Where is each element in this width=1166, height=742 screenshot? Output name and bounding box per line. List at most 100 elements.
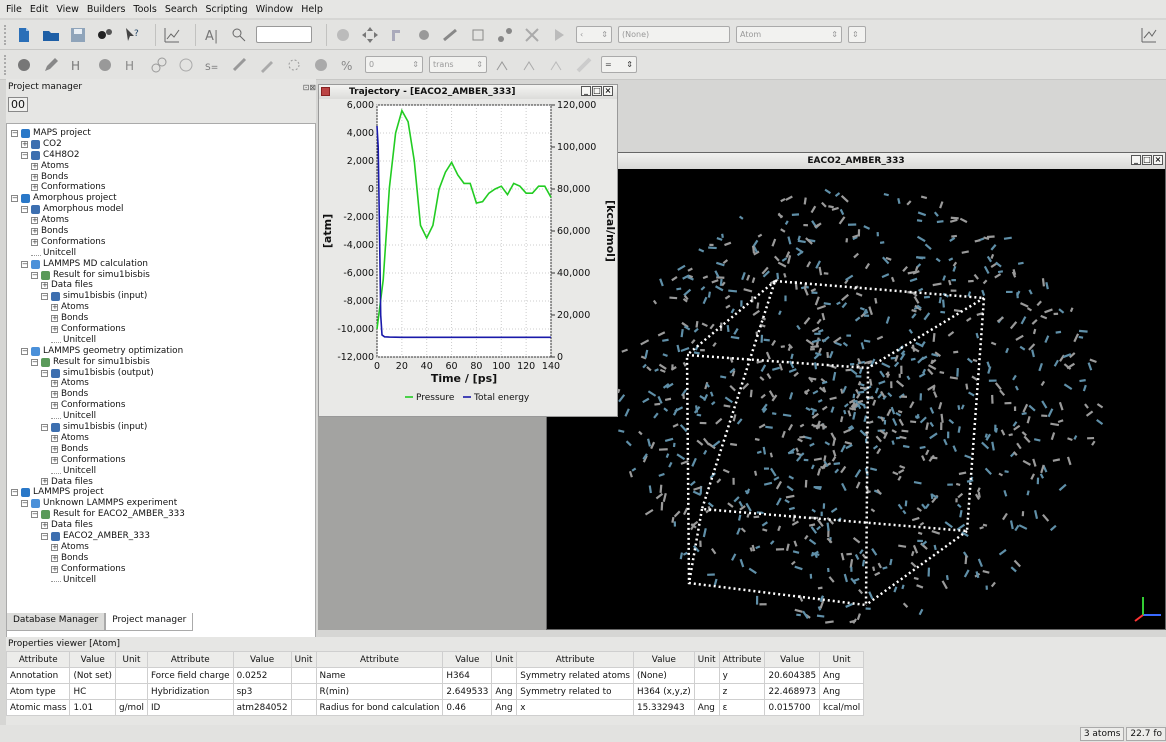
structure-dropdown[interactable]: (None) bbox=[618, 26, 730, 43]
tree-node[interactable]: + Atoms bbox=[7, 433, 315, 444]
tab-project-manager[interactable]: Project manager bbox=[105, 613, 194, 631]
expand-icon[interactable]: + bbox=[31, 172, 38, 181]
search-input[interactable] bbox=[256, 26, 312, 43]
tree-node[interactable]: + Conformations bbox=[7, 455, 315, 466]
tree-node[interactable]: + Conformations bbox=[7, 182, 315, 193]
bond-type-dropdown[interactable]: = ⇕ bbox=[601, 56, 637, 73]
table-cell[interactable]: 20.604385 bbox=[764, 667, 821, 684]
table-cell[interactable]: 1.01 bbox=[69, 699, 116, 716]
expand-icon[interactable]: + bbox=[31, 226, 38, 235]
table-cell[interactable]: H364 bbox=[442, 667, 493, 684]
tree-node[interactable]: + Atoms bbox=[7, 542, 315, 553]
collapse-icon[interactable]: − bbox=[11, 194, 18, 203]
close-icon[interactable]: × bbox=[603, 86, 613, 96]
help-cursor-icon[interactable]: ? bbox=[122, 25, 142, 45]
molecule-3d-view[interactable] bbox=[547, 169, 1165, 629]
tree-node[interactable]: + Bonds bbox=[7, 313, 315, 324]
tree-node[interactable]: − Amorphous model bbox=[7, 204, 315, 215]
expand-icon[interactable]: + bbox=[41, 477, 48, 486]
expand-icon[interactable]: + bbox=[21, 139, 28, 148]
expand-icon[interactable]: + bbox=[31, 237, 38, 246]
tree-node[interactable]: − simu1bisbis (output) bbox=[7, 368, 315, 379]
collapse-icon[interactable]: − bbox=[21, 259, 28, 268]
close-icon[interactable]: × bbox=[1153, 155, 1163, 165]
molecule-viewer-title-bar[interactable]: EACO2_AMBER_333 _ □ × bbox=[547, 153, 1165, 169]
tree-node[interactable]: − LAMMPS MD calculation bbox=[7, 259, 315, 270]
clean-icon[interactable] bbox=[230, 55, 250, 75]
table-cell[interactable]: 0.0252 bbox=[232, 667, 292, 684]
link-icon[interactable] bbox=[149, 55, 169, 75]
window-menu-icon[interactable] bbox=[321, 87, 330, 96]
collapse-icon[interactable]: − bbox=[41, 368, 48, 377]
tree-node[interactable]: − LAMMPS project bbox=[7, 487, 315, 498]
maximize-icon[interactable]: □ bbox=[592, 86, 602, 96]
collapse-icon[interactable]: − bbox=[41, 292, 48, 301]
bond-order-icon[interactable]: S= bbox=[203, 55, 223, 75]
remove-hydrogen-icon[interactable]: H bbox=[122, 55, 142, 75]
expand-icon[interactable]: + bbox=[51, 455, 58, 464]
charge-icon[interactable]: % bbox=[338, 55, 358, 75]
crystal-icon[interactable] bbox=[522, 25, 542, 45]
tab-database-manager[interactable]: Database Manager bbox=[6, 613, 106, 631]
tree-node[interactable]: + Data files bbox=[7, 280, 315, 291]
menu-view[interactable]: View bbox=[56, 3, 79, 15]
expand-icon[interactable]: + bbox=[31, 161, 38, 170]
tree-node[interactable]: + Bonds bbox=[7, 553, 315, 564]
fragment-icon[interactable] bbox=[284, 55, 304, 75]
table-cell[interactable]: atm284052 bbox=[232, 699, 292, 716]
tree-node[interactable]: + Atoms bbox=[7, 161, 315, 172]
menu-help[interactable]: Help bbox=[301, 3, 323, 15]
tree-node[interactable]: + Atoms bbox=[7, 378, 315, 389]
collapse-icon[interactable]: − bbox=[41, 531, 48, 540]
atom-dropdown[interactable]: Atom ⇕ bbox=[736, 26, 842, 43]
table-cell[interactable]: (Not set) bbox=[69, 667, 116, 684]
expand-icon[interactable]: + bbox=[31, 183, 38, 192]
tree-node[interactable]: − simu1bisbis (input) bbox=[7, 422, 315, 433]
table-cell[interactable]: (None) bbox=[633, 667, 695, 684]
expand-icon[interactable]: + bbox=[51, 303, 58, 312]
step-spinner[interactable]: ‹ ⇕ bbox=[576, 26, 612, 43]
expand-icon[interactable]: + bbox=[41, 281, 48, 290]
table-cell[interactable]: 2.649533 bbox=[442, 683, 493, 700]
tree-node[interactable]: − LAMMPS geometry optimization bbox=[7, 346, 315, 357]
tree-node[interactable]: + Data files bbox=[7, 477, 315, 488]
cube-icon[interactable] bbox=[468, 25, 488, 45]
expand-icon[interactable]: + bbox=[51, 542, 58, 551]
tree-node[interactable]: + Data files bbox=[7, 520, 315, 531]
trajectory-title-bar[interactable]: Trajectory - [EACO2_AMBER_333] _ □ × bbox=[319, 85, 617, 99]
menu-builders[interactable]: Builders bbox=[86, 3, 126, 15]
tree-node[interactable]: − Amorphous project bbox=[7, 193, 315, 204]
tree-node[interactable]: + Atoms bbox=[7, 215, 315, 226]
table-cell[interactable]: 0.015700 bbox=[764, 699, 821, 716]
expand-icon[interactable]: + bbox=[51, 390, 58, 399]
open-folder-icon[interactable] bbox=[41, 25, 61, 45]
tree-node[interactable]: − Result for EACO2_AMBER_333 bbox=[7, 509, 315, 520]
tree-node[interactable]: + Conformations bbox=[7, 324, 315, 335]
tree-node[interactable]: + Bonds bbox=[7, 226, 315, 237]
chart-icon[interactable] bbox=[162, 25, 182, 45]
expand-icon[interactable]: + bbox=[51, 553, 58, 562]
table-cell[interactable]: 0.46 bbox=[442, 699, 493, 716]
expand-icon[interactable]: + bbox=[51, 314, 58, 323]
collapse-icon[interactable]: − bbox=[31, 357, 38, 366]
minimize-icon[interactable]: _ bbox=[581, 86, 591, 96]
toolbar-grip[interactable] bbox=[4, 54, 8, 75]
tree-node[interactable]: − Unknown LAMMPS experiment bbox=[7, 498, 315, 509]
menu-search[interactable]: Search bbox=[164, 3, 198, 15]
tree-node[interactable]: Unitcell bbox=[7, 466, 315, 477]
atom-dropdown-arrow[interactable]: ⇕ bbox=[848, 26, 866, 43]
tree-node[interactable]: Unitcell bbox=[7, 411, 315, 422]
expand-icon[interactable]: + bbox=[51, 433, 58, 442]
trajectory-window[interactable]: Trajectory - [EACO2_AMBER_333] _ □ × 0 20… bbox=[318, 84, 618, 417]
tree-node[interactable]: Unitcell bbox=[7, 575, 315, 586]
rotate-icon[interactable] bbox=[387, 25, 407, 45]
element-icon[interactable] bbox=[311, 55, 331, 75]
collapse-icon[interactable]: − bbox=[31, 270, 38, 279]
collapse-icon[interactable]: − bbox=[21, 150, 28, 159]
tree-node[interactable]: + CO2 bbox=[7, 139, 315, 150]
tree-node[interactable]: − EACO2_AMBER_333 bbox=[7, 531, 315, 542]
table-cell[interactable]: HC bbox=[69, 683, 116, 700]
translate-icon[interactable] bbox=[414, 25, 434, 45]
measure-icon[interactable] bbox=[441, 25, 461, 45]
tree-node[interactable]: − Result for simu1bisbis bbox=[7, 357, 315, 368]
